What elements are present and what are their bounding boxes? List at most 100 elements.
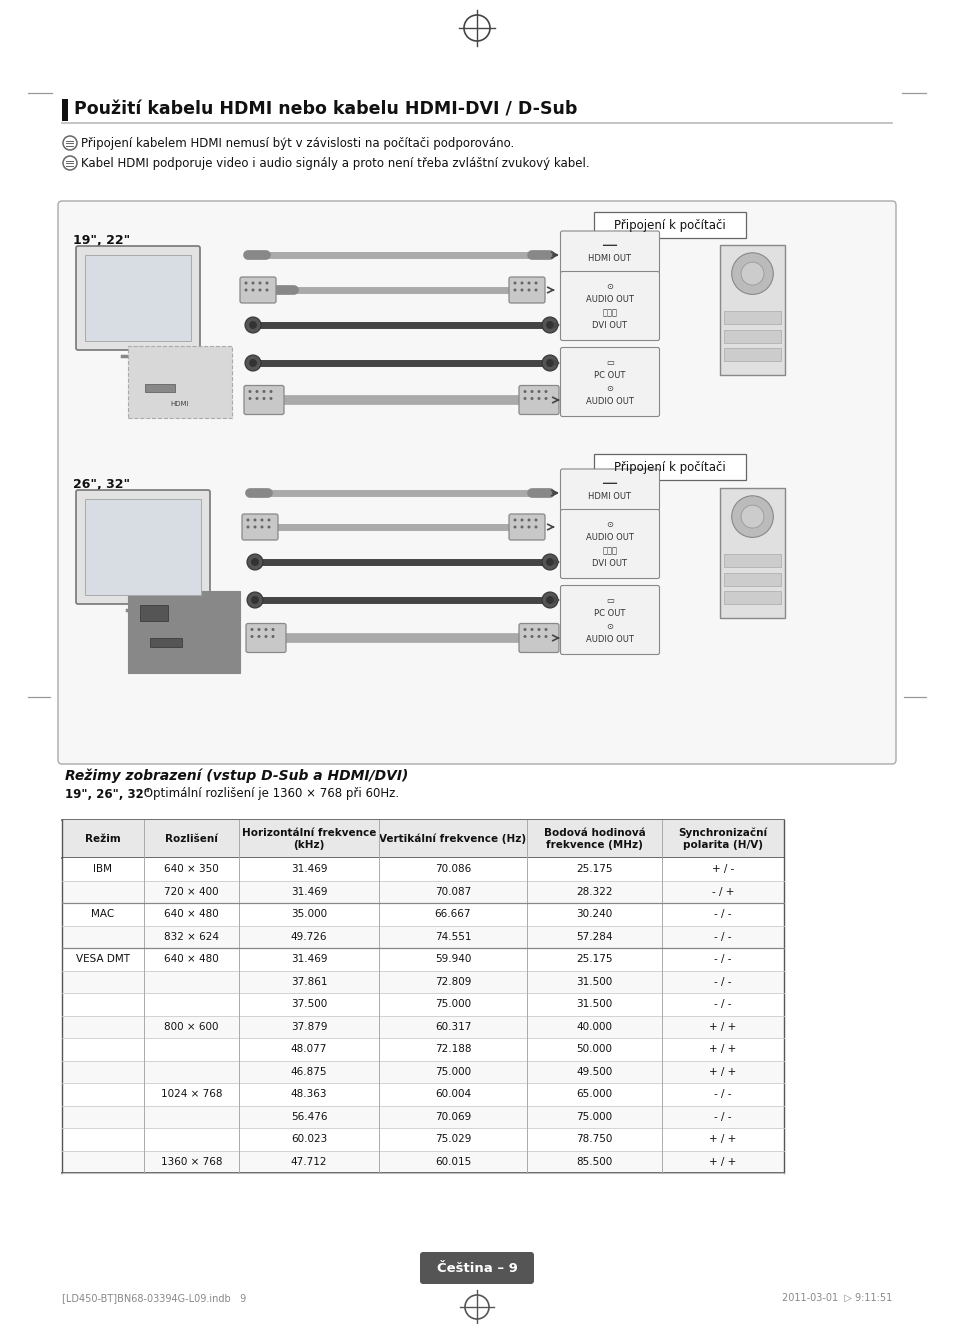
Circle shape <box>265 289 268 291</box>
Text: 60.023: 60.023 <box>291 1135 327 1144</box>
Bar <box>62 1151 783 1173</box>
Text: AUDIO OUT: AUDIO OUT <box>585 534 634 542</box>
Text: 640 × 480: 640 × 480 <box>164 955 218 964</box>
FancyBboxPatch shape <box>518 385 558 414</box>
Text: Režimy zobrazení (vstup D-Sub a HDMI/DVI): Režimy zobrazení (vstup D-Sub a HDMI/DVI… <box>65 769 408 784</box>
Bar <box>62 948 783 970</box>
Circle shape <box>262 391 265 393</box>
FancyBboxPatch shape <box>240 277 275 303</box>
Bar <box>62 1016 783 1038</box>
FancyBboxPatch shape <box>509 277 544 303</box>
FancyBboxPatch shape <box>560 510 659 579</box>
Bar <box>723 555 781 567</box>
Circle shape <box>740 506 763 528</box>
FancyBboxPatch shape <box>594 454 745 481</box>
Text: Připojení k počítači: Připojení k počítači <box>614 461 725 474</box>
Text: 57.284: 57.284 <box>576 932 612 941</box>
Text: 37.500: 37.500 <box>291 1000 327 1009</box>
Text: - / -: - / - <box>714 1000 731 1009</box>
Text: 60.317: 60.317 <box>435 1022 471 1031</box>
Text: 48.363: 48.363 <box>291 1090 327 1099</box>
Circle shape <box>545 596 554 604</box>
Bar <box>62 903 783 925</box>
Text: 60.004: 60.004 <box>435 1090 471 1099</box>
Bar <box>62 1128 783 1151</box>
Text: 75.000: 75.000 <box>576 1112 612 1121</box>
Text: 30.240: 30.240 <box>576 910 612 919</box>
Circle shape <box>245 355 261 371</box>
Text: ⬛⬛⬛: ⬛⬛⬛ <box>602 545 617 555</box>
Circle shape <box>541 316 558 334</box>
Text: 1360 × 768: 1360 × 768 <box>161 1157 222 1166</box>
Text: IBM: IBM <box>93 865 112 874</box>
Circle shape <box>262 397 265 400</box>
Text: 37.879: 37.879 <box>291 1022 327 1031</box>
Circle shape <box>257 636 260 638</box>
Bar <box>62 880 783 903</box>
Circle shape <box>267 526 271 528</box>
Circle shape <box>251 628 253 632</box>
Circle shape <box>544 636 547 638</box>
Text: 28.322: 28.322 <box>576 887 612 896</box>
Circle shape <box>247 553 263 571</box>
Text: 78.750: 78.750 <box>576 1135 612 1144</box>
Bar <box>723 311 781 324</box>
Text: 47.712: 47.712 <box>291 1157 327 1166</box>
Text: 72.809: 72.809 <box>435 977 471 986</box>
Text: 50.000: 50.000 <box>576 1045 612 1054</box>
Circle shape <box>544 397 547 400</box>
Text: DVI OUT: DVI OUT <box>592 320 627 330</box>
Text: - / -: - / - <box>714 1112 731 1121</box>
Text: 2011-03-01  ▷ 9:11:51: 2011-03-01 ▷ 9:11:51 <box>781 1294 891 1303</box>
Circle shape <box>544 628 547 632</box>
Text: 37.861: 37.861 <box>291 977 327 986</box>
Circle shape <box>527 289 530 291</box>
FancyBboxPatch shape <box>560 271 659 340</box>
Circle shape <box>258 282 261 285</box>
Text: 49.726: 49.726 <box>291 932 327 941</box>
Circle shape <box>245 316 261 334</box>
Circle shape <box>731 495 773 538</box>
Bar <box>145 384 174 392</box>
Circle shape <box>246 526 250 528</box>
Text: 72.188: 72.188 <box>435 1045 471 1054</box>
Text: 59.940: 59.940 <box>435 955 471 964</box>
Bar <box>62 970 783 993</box>
FancyBboxPatch shape <box>244 385 284 414</box>
Circle shape <box>247 592 263 608</box>
Circle shape <box>269 391 273 393</box>
Text: PC OUT: PC OUT <box>594 609 625 618</box>
Text: + / +: + / + <box>709 1022 736 1031</box>
FancyBboxPatch shape <box>128 346 232 418</box>
Circle shape <box>541 553 558 571</box>
Circle shape <box>523 628 526 632</box>
Text: 65.000: 65.000 <box>576 1090 612 1099</box>
Text: AUDIO OUT: AUDIO OUT <box>585 636 634 643</box>
Text: ▭: ▭ <box>605 596 614 605</box>
Bar <box>85 256 191 342</box>
Text: : Optimální rozlišení je 1360 × 768 při 60Hz.: : Optimální rozlišení je 1360 × 768 při … <box>136 788 399 801</box>
Text: 49.500: 49.500 <box>576 1067 612 1076</box>
FancyBboxPatch shape <box>560 469 659 511</box>
Text: - / -: - / - <box>714 955 731 964</box>
Circle shape <box>269 397 273 400</box>
Circle shape <box>537 628 540 632</box>
Text: 26", 32": 26", 32" <box>73 478 130 490</box>
FancyBboxPatch shape <box>518 624 558 653</box>
Text: 31.500: 31.500 <box>576 977 612 986</box>
Text: 75.029: 75.029 <box>435 1135 471 1144</box>
FancyBboxPatch shape <box>594 212 745 238</box>
Text: Rozlišení: Rozlišení <box>165 834 217 843</box>
Text: 56.476: 56.476 <box>291 1112 327 1121</box>
Text: 19", 22": 19", 22" <box>73 233 131 246</box>
Circle shape <box>249 359 256 367</box>
Circle shape <box>523 397 526 400</box>
Circle shape <box>520 282 523 285</box>
Text: ━━━: ━━━ <box>602 241 617 250</box>
Text: AUDIO OUT: AUDIO OUT <box>585 295 634 305</box>
Text: 31.469: 31.469 <box>291 865 327 874</box>
Text: ⬛⬛⬛: ⬛⬛⬛ <box>602 308 617 316</box>
Circle shape <box>520 519 523 522</box>
FancyBboxPatch shape <box>419 1253 534 1284</box>
Text: - / +: - / + <box>711 887 734 896</box>
